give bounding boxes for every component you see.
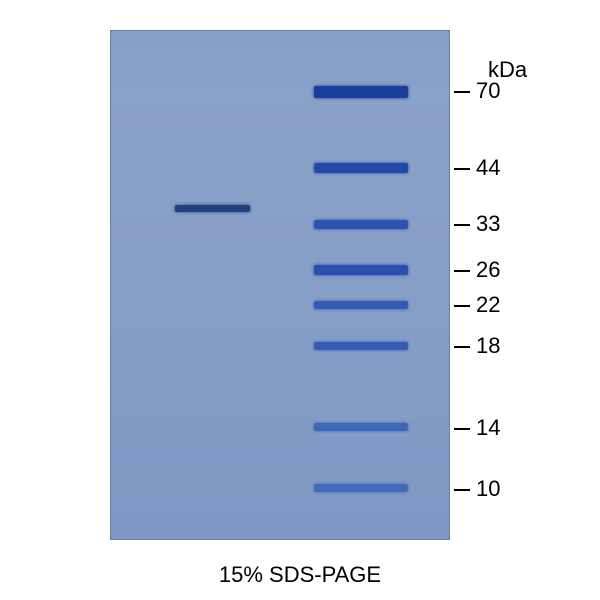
marker-tick-18 [454, 346, 470, 348]
marker-tick-70 [454, 91, 470, 93]
marker-tick-14 [454, 428, 470, 430]
gel-image [110, 30, 450, 540]
sds-page-figure: kDa 7044332622181410 15% SDS-PAGE [0, 0, 600, 600]
ladder-70 [314, 86, 409, 98]
sample-lane [165, 31, 260, 539]
marker-label-33: 33 [476, 211, 500, 237]
ladder-18 [314, 342, 409, 350]
marker-tick-44 [454, 168, 470, 170]
ladder-14 [314, 423, 409, 431]
ladder-44 [314, 163, 409, 173]
marker-label-10: 10 [476, 476, 500, 502]
ladder-10 [314, 484, 409, 492]
ladder-lane [314, 31, 409, 539]
marker-tick-22 [454, 305, 470, 307]
ladder-22 [314, 301, 409, 309]
caption: 15% SDS-PAGE [0, 562, 600, 588]
marker-label-18: 18 [476, 333, 500, 359]
marker-label-26: 26 [476, 257, 500, 283]
ladder-33 [314, 220, 409, 229]
marker-label-22: 22 [476, 292, 500, 318]
marker-tick-10 [454, 489, 470, 491]
sample-band-33kda [175, 205, 251, 212]
marker-tick-33 [454, 224, 470, 226]
marker-label-14: 14 [476, 415, 500, 441]
marker-label-70: 70 [476, 78, 500, 104]
marker-label-44: 44 [476, 155, 500, 181]
marker-tick-26 [454, 270, 470, 272]
ladder-26 [314, 265, 409, 275]
